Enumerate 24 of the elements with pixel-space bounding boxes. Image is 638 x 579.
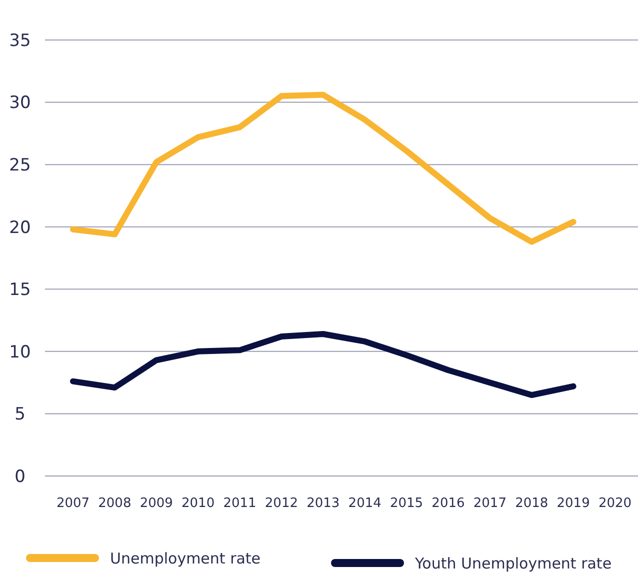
x-tick-label: 2013 — [306, 496, 340, 511]
x-tick-label: 2016 — [432, 496, 465, 511]
x-tick-label: 2018 — [515, 496, 548, 511]
y-tick-label: 15 — [9, 280, 31, 300]
y-tick-label: 30 — [9, 93, 31, 114]
legend-label: Youth Unemployment rate — [414, 554, 612, 572]
legend-label: Unemployment rate — [110, 549, 261, 568]
x-tick-label: 2012 — [264, 496, 298, 511]
x-tick-label: 2008 — [98, 496, 132, 511]
x-tick-label: 2019 — [556, 496, 590, 511]
y-tick-label: 10 — [9, 342, 31, 362]
y-tick-label: 35 — [9, 30, 31, 51]
x-tick-label: 2015 — [390, 496, 424, 511]
y-tick-label: 25 — [9, 156, 31, 176]
x-tick-label: 2009 — [140, 496, 173, 511]
y-tick-label: 0 — [14, 466, 26, 487]
y-tick-label: 20 — [9, 218, 31, 238]
x-tick-label: 2011 — [223, 496, 256, 511]
x-tick-label: 2020 — [598, 496, 632, 511]
x-tick-label: 2014 — [348, 496, 382, 511]
x-tick-label: 2010 — [182, 496, 215, 511]
y-tick-label: 5 — [14, 404, 26, 425]
x-tick-label: 2017 — [473, 496, 506, 511]
x-tick-label: 2007 — [56, 496, 90, 511]
